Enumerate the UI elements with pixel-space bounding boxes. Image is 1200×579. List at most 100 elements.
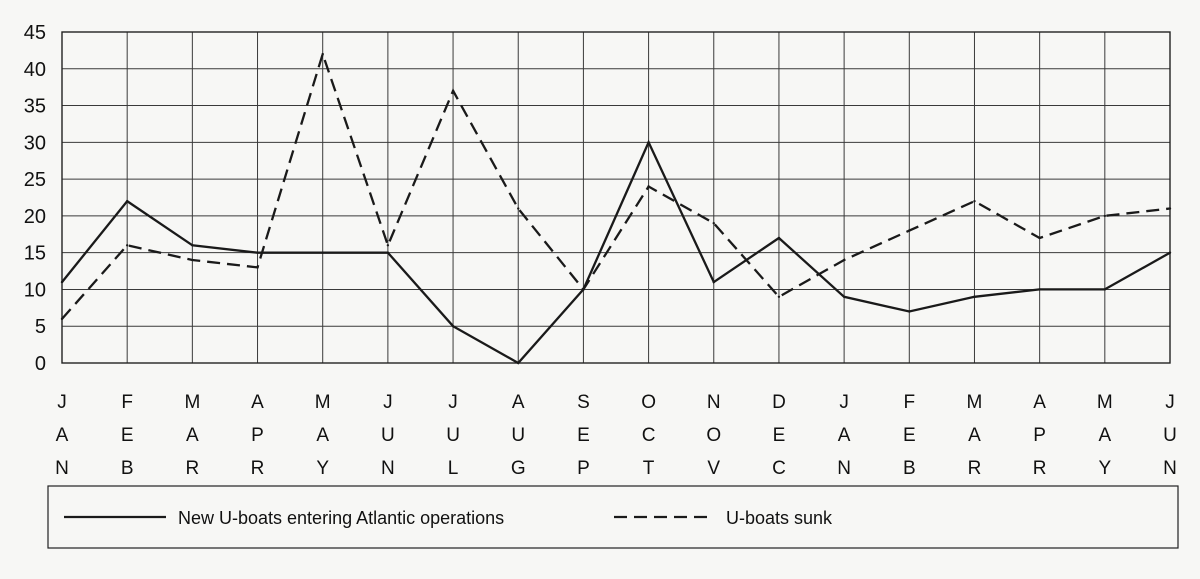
y-tick-label: 10 (24, 279, 46, 301)
data-point (517, 207, 520, 210)
data-point (647, 185, 650, 188)
x-tick-letter: M (315, 392, 331, 413)
data-point (256, 251, 259, 254)
x-tick-letter: B (121, 458, 134, 479)
data-point (451, 89, 455, 93)
y-tick-label: 0 (35, 353, 46, 375)
x-tick-letter: N (707, 392, 721, 413)
data-point (842, 258, 846, 262)
x-tick-letter: Y (1098, 458, 1111, 479)
x-tick-letter: Y (316, 458, 329, 479)
legend-label-uboats-sunk: U-boats sunk (726, 508, 833, 528)
x-tick-letter: G (511, 458, 526, 479)
data-point (712, 222, 715, 225)
y-tick-label: 15 (24, 243, 46, 265)
data-point (1168, 251, 1172, 254)
legend: New U-boats entering Atlantic operations… (47, 485, 1179, 549)
data-point (321, 52, 324, 56)
x-tick-letter: A (316, 425, 329, 446)
x-tick-letter: R (968, 458, 982, 479)
data-point (647, 141, 650, 144)
legend-box (47, 485, 1179, 549)
data-point (973, 295, 976, 298)
x-tick-letter: A (512, 392, 525, 413)
data-point (1038, 236, 1041, 240)
x-tick-letter: N (1163, 458, 1177, 479)
series-line-new-uboats (61, 139, 1171, 365)
x-tick-letter: A (251, 392, 264, 413)
data-point (60, 280, 64, 284)
y-tick-label: 20 (24, 206, 46, 228)
x-tick-letter: M (1097, 392, 1113, 413)
data-point (191, 258, 194, 262)
x-tick-letter: R (1033, 458, 1047, 479)
data-point (1103, 288, 1107, 291)
y-tick-label: 5 (35, 316, 46, 338)
data-point (517, 361, 520, 365)
x-tick-letter: V (707, 458, 720, 479)
x-tick-letter: A (186, 425, 199, 446)
data-point (973, 199, 976, 203)
legend-label-new-uboats: New U-boats entering Atlantic operations (178, 508, 504, 528)
series-line-uboats-sunk (61, 50, 1171, 320)
data-point (451, 325, 455, 328)
data-point (1168, 207, 1172, 210)
x-tick-letter: M (967, 392, 983, 413)
x-tick-letter: U (446, 425, 460, 446)
data-point (386, 251, 390, 254)
x-tick-letter: S (577, 392, 590, 413)
x-tick-letter: J (383, 392, 393, 413)
x-tick-letter: C (642, 425, 656, 446)
data-point (191, 244, 194, 247)
data-point (1038, 288, 1041, 291)
x-tick-letter: N (381, 458, 395, 479)
x-tick-letter: L (448, 458, 459, 479)
x-tick-letter: U (381, 425, 395, 446)
x-axis: J A NF E BM A RA P RM A YJ U NJ U LA U GS E PO C TN O VD E CJ A NF… (55, 392, 1177, 479)
data-point (125, 244, 129, 247)
grid (61, 31, 1171, 364)
x-tick-letter: J (1165, 392, 1175, 413)
x-tick-letter: P (1033, 425, 1046, 446)
y-tick-label: 25 (24, 169, 46, 191)
x-tick-letter: O (641, 392, 656, 413)
data-point (60, 317, 64, 321)
x-tick-letter: A (1033, 392, 1046, 413)
x-tick-letter: E (121, 425, 134, 446)
series-layer (60, 50, 1172, 365)
x-tick-letter: M (184, 392, 200, 413)
x-tick-letter: E (903, 425, 916, 446)
x-tick-letter: U (1163, 425, 1177, 446)
y-tick-label: 45 (24, 22, 46, 44)
x-tick-letter: F (121, 392, 133, 413)
x-tick-letter: P (577, 458, 590, 479)
x-tick-letter: E (773, 425, 786, 446)
x-tick-letter: R (251, 458, 265, 479)
data-point (908, 310, 911, 313)
x-tick-letter: A (838, 425, 851, 446)
data-point (256, 266, 259, 269)
x-tick-letter: U (511, 425, 525, 446)
data-point (908, 229, 911, 232)
x-tick-letter: A (968, 425, 981, 446)
x-tick-letter: N (55, 458, 69, 479)
data-point (1103, 214, 1107, 218)
x-tick-letter: B (903, 458, 916, 479)
x-tick-letter: P (251, 425, 264, 446)
data-point (842, 295, 846, 298)
x-tick-letter: C (772, 458, 786, 479)
